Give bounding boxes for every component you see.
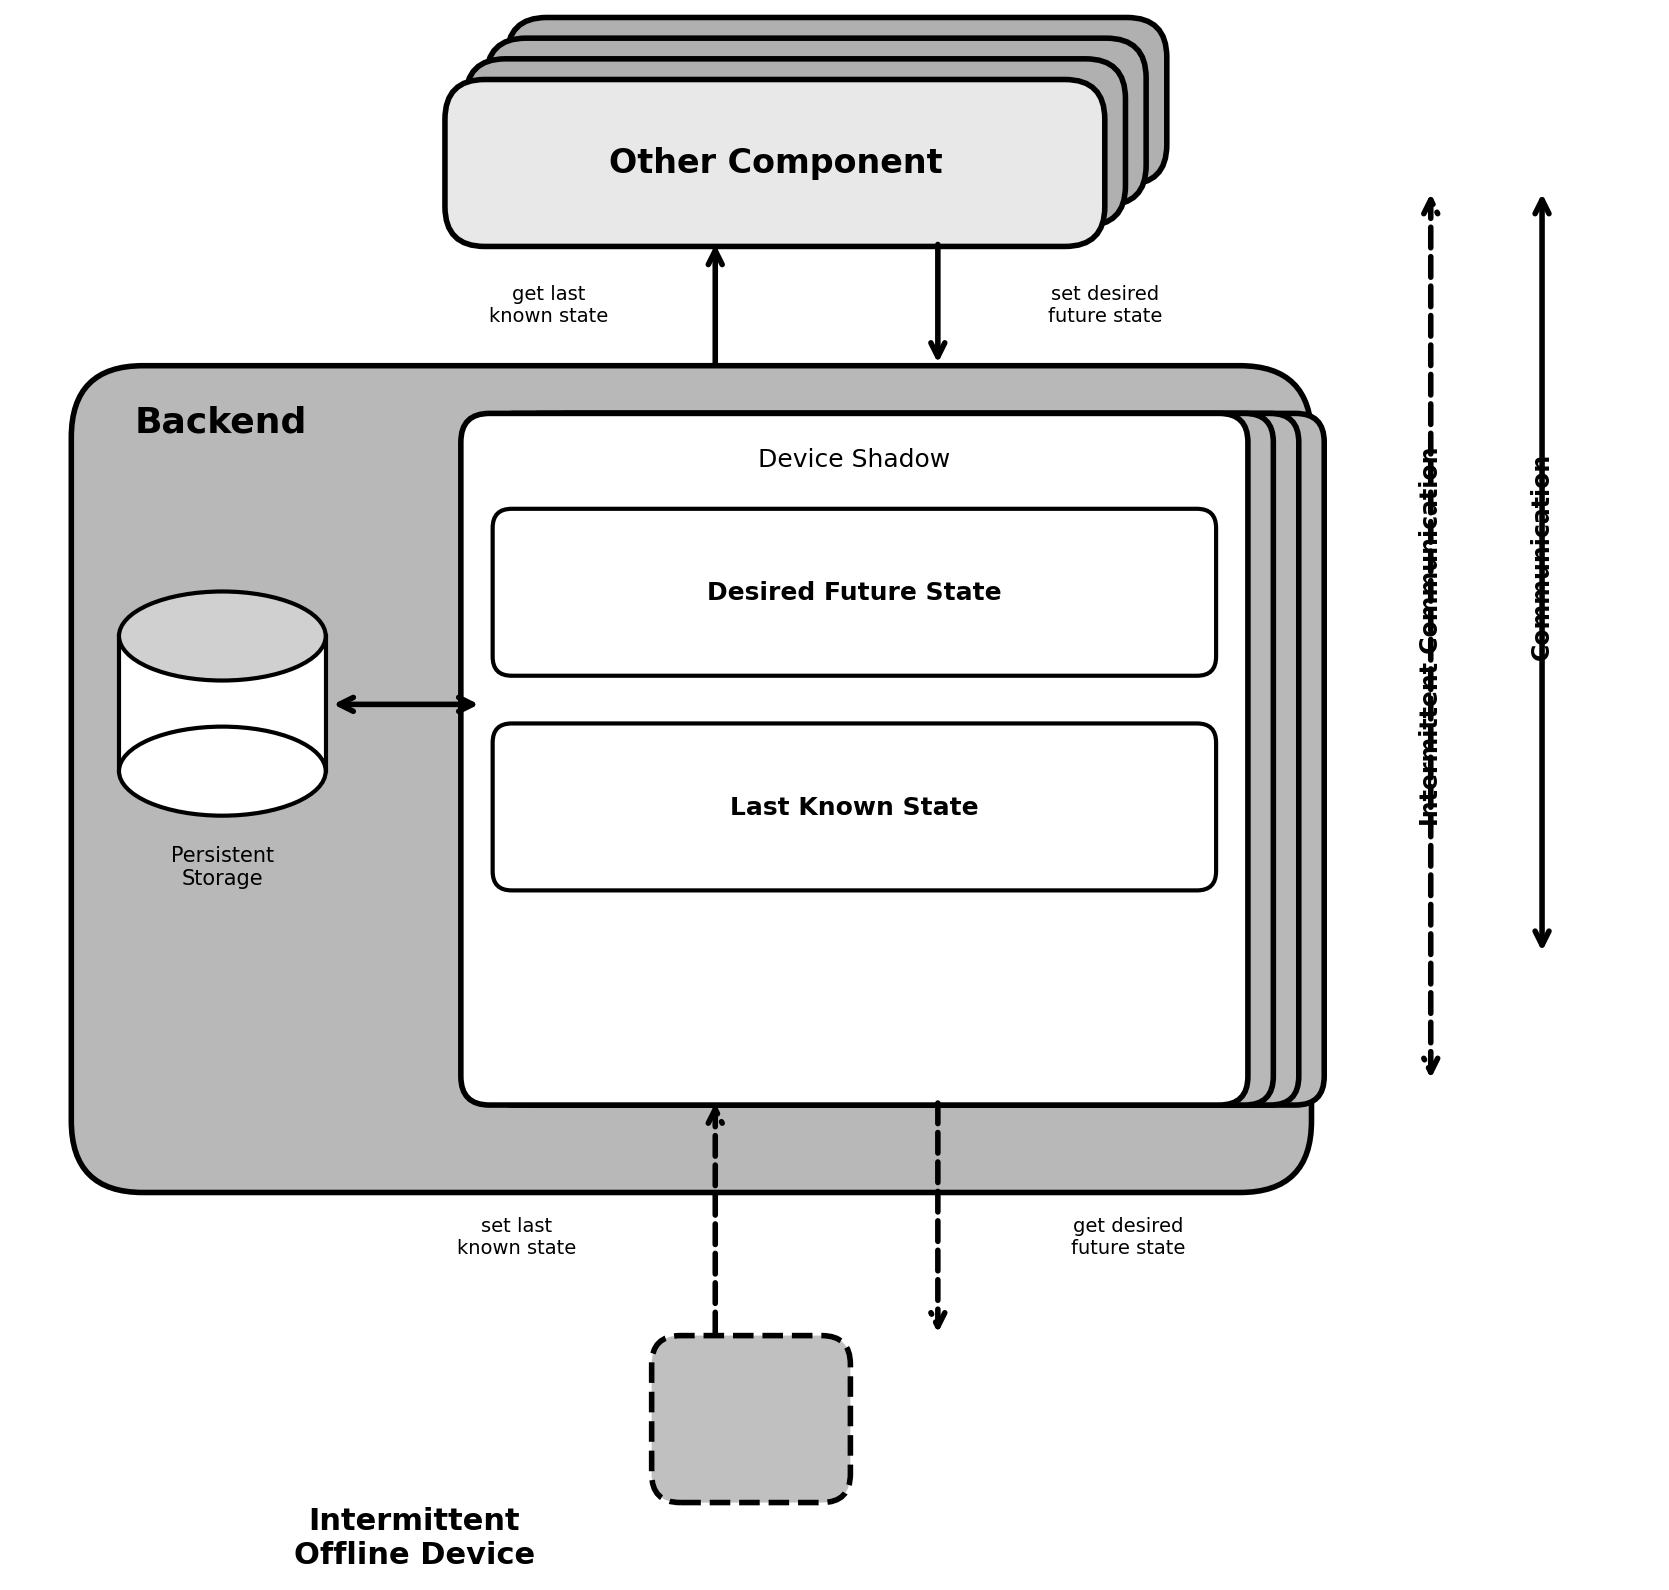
FancyBboxPatch shape <box>446 80 1105 246</box>
FancyBboxPatch shape <box>486 413 1273 1105</box>
Text: Other Component: Other Component <box>609 148 943 180</box>
Text: Device Shadow: Device Shadow <box>758 448 951 472</box>
FancyBboxPatch shape <box>492 723 1217 890</box>
FancyBboxPatch shape <box>486 38 1147 205</box>
Text: get desired
future state: get desired future state <box>1071 1216 1187 1258</box>
Text: Communication: Communication <box>1530 453 1554 660</box>
FancyBboxPatch shape <box>507 17 1167 184</box>
Text: Persistent
Storage: Persistent Storage <box>170 846 274 889</box>
FancyBboxPatch shape <box>492 509 1217 676</box>
Ellipse shape <box>118 591 325 681</box>
Text: Desired Future State: Desired Future State <box>708 580 1001 606</box>
Text: Backend: Backend <box>135 405 307 439</box>
Text: Last Known State: Last Known State <box>729 795 978 820</box>
FancyBboxPatch shape <box>651 1336 851 1503</box>
FancyBboxPatch shape <box>537 413 1324 1105</box>
Ellipse shape <box>118 727 325 816</box>
FancyBboxPatch shape <box>466 59 1125 226</box>
FancyBboxPatch shape <box>512 413 1298 1105</box>
Bar <box>118 636 325 771</box>
Text: set desired
future state: set desired future state <box>1048 285 1162 326</box>
Text: set last
known state: set last known state <box>457 1216 576 1258</box>
FancyBboxPatch shape <box>461 413 1248 1105</box>
Text: get last
known state: get last known state <box>489 285 608 326</box>
FancyBboxPatch shape <box>72 366 1312 1192</box>
Text: Intermittent Communication: Intermittent Communication <box>1419 447 1442 825</box>
Text: Intermittent
Offline Device: Intermittent Offline Device <box>294 1507 536 1569</box>
